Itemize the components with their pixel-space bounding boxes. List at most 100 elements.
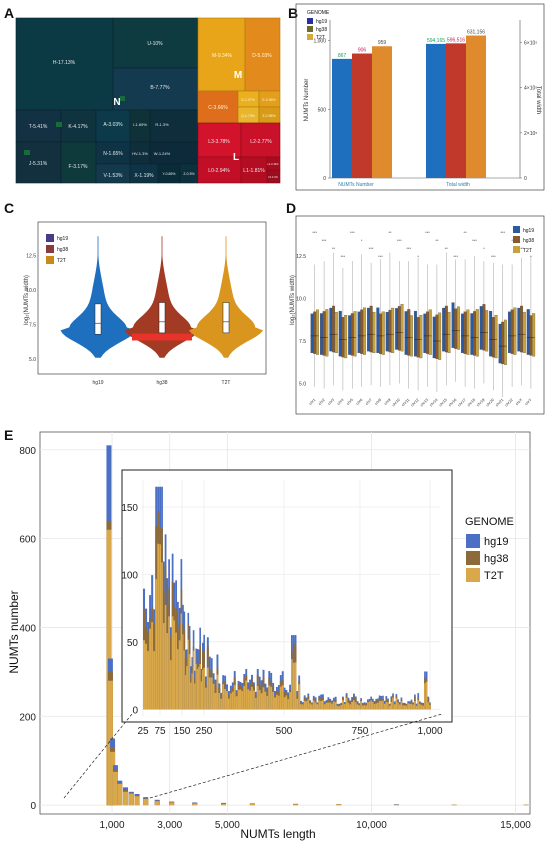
treemap-tile-label: L2-2.77% xyxy=(250,139,272,145)
significance-marker: *** xyxy=(472,238,477,243)
legend-label-hg19: hg19 xyxy=(523,228,534,234)
box-hg38 xyxy=(158,302,166,334)
inset-hist-bar-T2T xyxy=(311,704,313,710)
legend-swatch-t2t xyxy=(466,568,480,582)
bar-value-label: 594,165 xyxy=(427,38,445,44)
inset-hist-bar-T2T xyxy=(281,685,284,710)
treemap-tile xyxy=(240,122,281,158)
legend-label-t2t: T2T xyxy=(484,570,504,582)
bar-value-label: 867 xyxy=(338,53,347,59)
inset-hist-bar-T2T xyxy=(314,702,317,710)
hist-bar-T2T xyxy=(117,783,123,806)
inset-hist-bar-T2T xyxy=(370,700,373,710)
chart-d-x-tick: chrY xyxy=(524,398,533,407)
inset-hist-bar-T2T xyxy=(268,685,271,710)
hist-bar-T2T xyxy=(221,803,227,806)
chart-e: NUMTs number NUMTs length 1,000 3,000 5,00… xyxy=(7,431,531,841)
inset-hist-bar-T2T xyxy=(203,667,205,710)
significance-marker: *** xyxy=(397,238,402,243)
box-chr14-hg38 xyxy=(435,314,439,359)
chart-d-legend: hg19 hg38 T2T xyxy=(513,226,534,254)
inset-hist-bar-T2T xyxy=(419,703,421,710)
inset-hist-bar-T2T xyxy=(279,686,282,710)
inset-hist-bar-T2T xyxy=(258,690,261,710)
box-chr19-T2T xyxy=(485,310,489,352)
hist-bar-T2T xyxy=(336,804,342,806)
inset-hist-bar-T2T xyxy=(300,704,302,710)
box-chr19-hg38 xyxy=(482,304,486,351)
treemap-tile xyxy=(15,141,62,184)
hist-bar-T2T xyxy=(169,802,175,806)
inset-hist-bar-T2T xyxy=(377,702,379,710)
legend-swatch-hg38 xyxy=(46,245,54,253)
significance-marker: *** xyxy=(425,230,430,235)
chart-d-x-tick: chr16 xyxy=(448,398,458,408)
inset-hist-bar-T2T xyxy=(208,677,211,710)
box-chr8-T2T xyxy=(381,311,385,355)
legend-label-hg38: hg38 xyxy=(57,247,68,253)
inset-hist-bar-T2T xyxy=(199,663,201,710)
box-chr3-hg19 xyxy=(329,307,333,352)
chart-b-y-tick-right: 2×10⁵ xyxy=(524,131,537,137)
inset-hist-bar-T2T xyxy=(162,622,165,710)
chart-d-frame xyxy=(295,215,545,415)
box-chr5-hg19 xyxy=(348,315,352,355)
chart-b-frame xyxy=(295,3,545,191)
box-chr10-hg19 xyxy=(395,308,399,350)
box-chr20-hg38 xyxy=(491,317,495,358)
inset-hist-bar-T2T xyxy=(351,701,354,710)
chart-e-x-tick: 15,000 xyxy=(500,820,531,831)
inset-hist-bar-T2T xyxy=(155,579,158,710)
inset-hist-bar-T2T xyxy=(161,562,163,710)
inset-hist-bar-T2T xyxy=(400,701,403,710)
inset-hist-bar-T2T xyxy=(358,705,361,710)
hist-bar-T2T xyxy=(143,798,149,806)
inset-hist-bar-T2T xyxy=(383,703,386,710)
inset-hist-bar-T2T xyxy=(277,695,280,710)
inset-x-tick: 750 xyxy=(352,726,369,737)
chart-d-x-tick: chr20 xyxy=(485,398,495,408)
inset-hist-bar-T2T xyxy=(254,698,257,710)
hist-bar-T2T xyxy=(134,796,140,806)
box-chr20-hg19 xyxy=(489,310,493,357)
bar-T2T-0 xyxy=(372,46,392,179)
inset-hist-bar-T2T xyxy=(266,695,269,710)
box-chr18-T2T xyxy=(475,309,479,357)
treemap-tile xyxy=(240,156,268,184)
violin-hg19 xyxy=(60,236,136,358)
treemap-tile-label: L0-2.94% xyxy=(208,168,230,174)
significance-marker: *** xyxy=(350,230,355,235)
treemap-accent xyxy=(56,122,62,127)
inset-hist-bar-T2T xyxy=(283,697,286,710)
inset-hist-bar-T2T xyxy=(168,616,170,710)
inset-hist-bar-T2T xyxy=(290,659,293,710)
treemap-tile-label: F-3.17% xyxy=(69,164,88,170)
inset-hist-bar-T2T xyxy=(157,543,160,710)
chart-b-y-tick: 1,000 xyxy=(313,39,326,45)
inset-hist-bar-T2T xyxy=(349,704,352,710)
treemap-tile-label: G-1.07% xyxy=(241,98,255,102)
inset-hist-bar-T2T xyxy=(338,706,341,710)
inset-hist-bar-T2T xyxy=(405,705,408,710)
significance-marker: *** xyxy=(519,246,524,251)
inset-hist-bar-T2T xyxy=(143,640,146,710)
treemap-tile-label: R-1.3% xyxy=(155,122,169,127)
box-chr3-hg38 xyxy=(332,305,336,353)
significance-marker: *** xyxy=(369,246,374,251)
hist-bar-T2T xyxy=(293,804,299,806)
inset-hist-bar-T2T xyxy=(226,691,228,710)
box-chr10-T2T xyxy=(400,304,404,352)
box-chr16-hg38 xyxy=(454,308,458,349)
inset-hist-bar-T2T xyxy=(177,649,179,710)
inset-hist-bar-T2T xyxy=(195,663,198,710)
inset-hist-bar-T2T xyxy=(303,700,306,710)
hist-bar-T2T xyxy=(128,793,134,806)
hist-bar-T2T xyxy=(112,771,118,806)
zoom-connector xyxy=(149,713,443,799)
inset-hist-bar-T2T xyxy=(420,704,423,710)
legend-swatch-hg19 xyxy=(513,226,520,233)
chart-e-x-tick: 5,000 xyxy=(215,820,240,831)
inset-hist-bar-T2T xyxy=(375,703,378,710)
inset-hist-bar-T2T xyxy=(233,685,236,710)
inset-hist-bar-T2T xyxy=(224,688,227,710)
